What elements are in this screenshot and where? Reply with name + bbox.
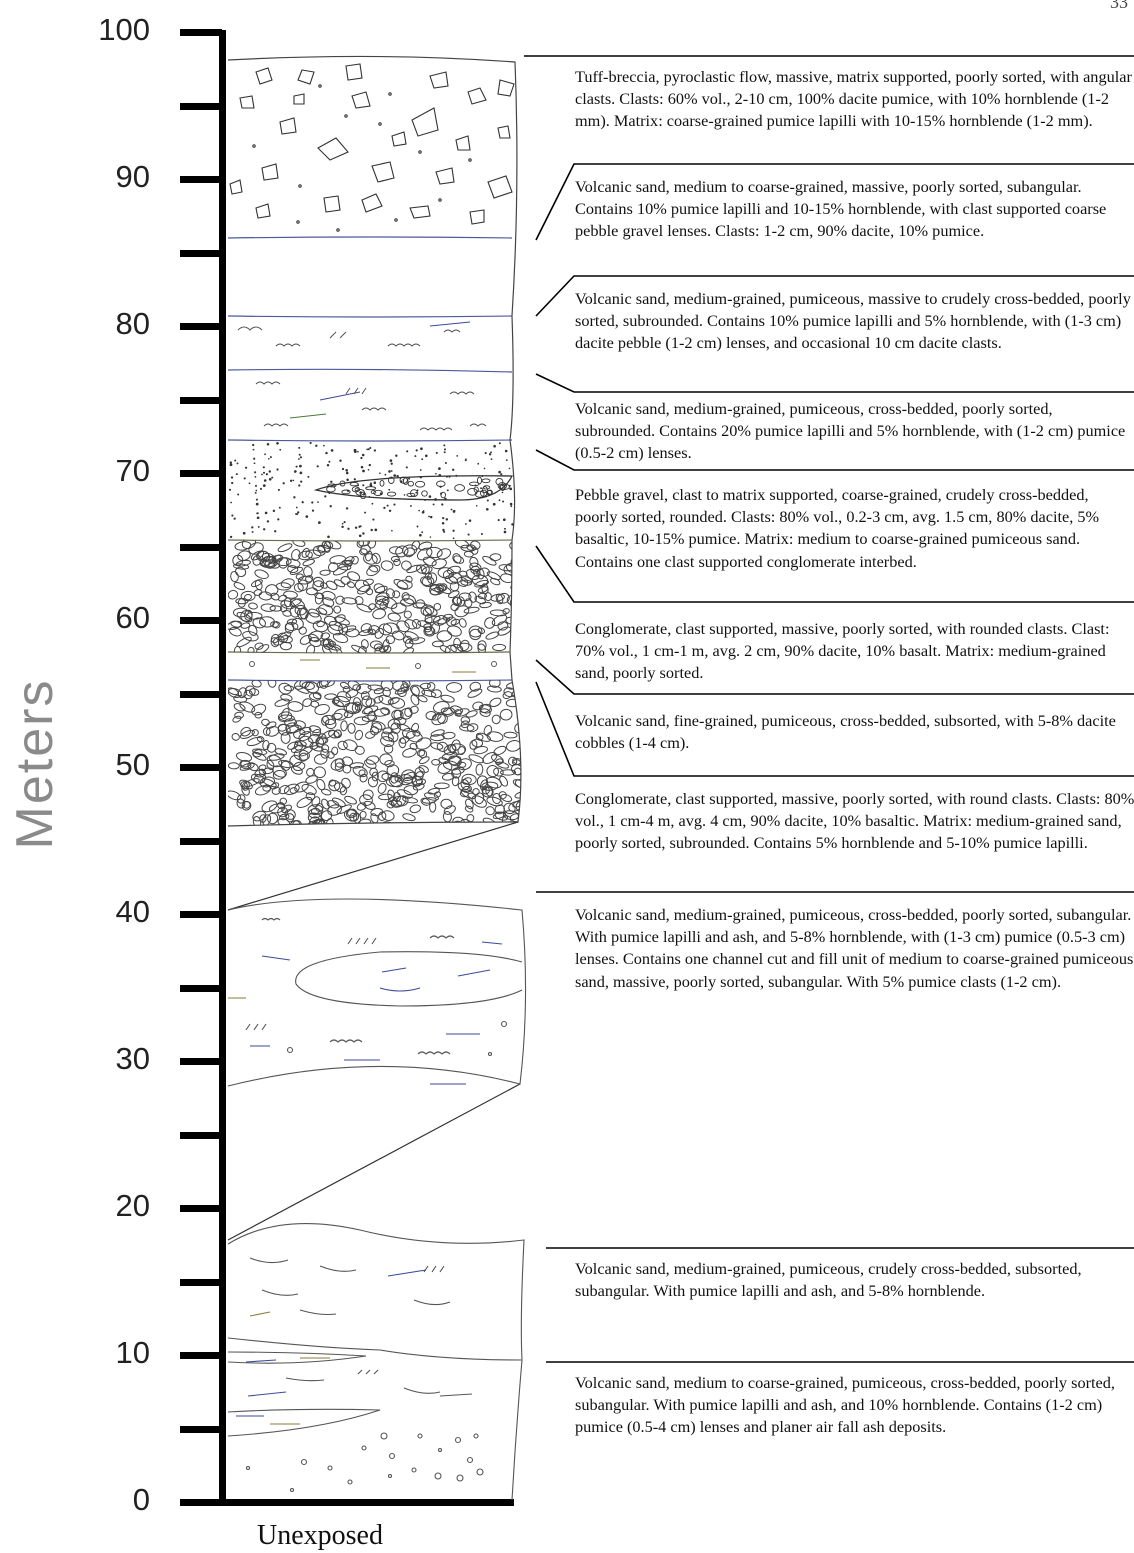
axis-title: Meters: [6, 679, 64, 850]
major-tick: [180, 1058, 222, 1065]
bed-boundary: [227, 236, 513, 239]
bed-boundary: [227, 651, 511, 654]
tick-label-20: 20: [116, 1188, 150, 1223]
major-tick: [180, 29, 222, 36]
minor-tick: [180, 1132, 222, 1139]
tick-label-30: 30: [116, 1041, 150, 1076]
pebble-gravel: [228, 441, 515, 540]
major-tick: [180, 617, 222, 624]
channel-fill: [295, 951, 523, 1007]
tick-label-100: 100: [98, 12, 150, 47]
tick-label-40: 40: [116, 894, 150, 929]
tick-label-70: 70: [116, 453, 150, 488]
unit-description: Volcanic sand, medium-grained, pumiceous…: [575, 289, 1131, 353]
major-tick: [180, 323, 222, 330]
unit-description: Conglomerate, clast supported, massive, …: [575, 619, 1110, 683]
page-number: 33: [1110, 0, 1128, 12]
bed-boundary: [227, 315, 513, 318]
tick-labels: 0 10 20 30 40 50 60 70 80 90 100: [98, 12, 150, 1517]
pumice-lens: [227, 1408, 381, 1437]
major-tick: [180, 470, 222, 477]
major-tick: [180, 1205, 222, 1212]
minor-tick: [180, 544, 222, 551]
unexposed-label: Unexposed: [257, 1520, 383, 1551]
conglomerate-interbed: [228, 540, 512, 653]
unit-description: Volcanic sand, fine-grained, pumiceous, …: [575, 711, 1116, 753]
unit-description: Volcanic sand, medium-grained, pumiceous…: [575, 1259, 1082, 1301]
unit-description: Tuff-breccia, pyroclastic flow, massive,…: [575, 67, 1132, 131]
bed-boundary: [227, 679, 513, 682]
description-leaders: [524, 55, 1134, 1363]
tick-label-0: 0: [133, 1482, 150, 1517]
upper-column: [227, 55, 522, 827]
major-tick: [180, 764, 222, 771]
unit-description: Volcanic sand, medium-grained, pumiceous…: [575, 905, 1134, 991]
bed-boundary: [227, 439, 513, 442]
major-tick: [180, 911, 222, 918]
bed-boundary: [227, 539, 513, 542]
gap-lines: [227, 821, 521, 1241]
tick-label-90: 90: [116, 159, 150, 194]
middle-column: [227, 898, 527, 1087]
sand-beds-upper: [237, 321, 487, 431]
major-tick: [180, 1352, 222, 1359]
minor-tick: [180, 103, 222, 110]
minor-tick: [180, 838, 222, 845]
axis-bar: [219, 30, 226, 1504]
unit-description: Conglomerate, clast supported, massive, …: [575, 789, 1134, 853]
minor-tick: [180, 985, 222, 992]
sand-interbed: [249, 659, 497, 673]
minor-tick: [180, 397, 222, 404]
tick-label-80: 80: [116, 306, 150, 341]
unit-description: Pebble gravel, clast to matrix supported…: [575, 485, 1100, 571]
unit-description: Volcanic sand, medium-grained, pumiceous…: [575, 399, 1126, 463]
tick-label-60: 60: [116, 600, 150, 635]
breccia-clasts: [229, 63, 515, 232]
upper-column-outline: [227, 55, 522, 827]
base-line: [180, 1499, 514, 1506]
minor-tick: [180, 691, 222, 698]
major-tick: [180, 176, 222, 183]
tick-label-50: 50: [116, 747, 150, 782]
bed-boundary: [227, 368, 513, 373]
minor-tick: [180, 1279, 222, 1286]
tick-label-10: 10: [116, 1335, 150, 1370]
conglomerate-lower: [228, 680, 521, 826]
unit-description: Volcanic sand, medium to coarse-grained,…: [575, 1373, 1115, 1437]
unit-description: Volcanic sand, medium to coarse-grained,…: [575, 177, 1107, 241]
axis-ticks: [180, 29, 222, 1433]
minor-tick: [180, 1426, 222, 1433]
gravel-lens: [313, 475, 514, 501]
lower-column: [227, 1223, 525, 1501]
minor-tick: [180, 250, 222, 257]
pumice-lens: [227, 1351, 367, 1364]
bed-boundary: [227, 1337, 523, 1361]
